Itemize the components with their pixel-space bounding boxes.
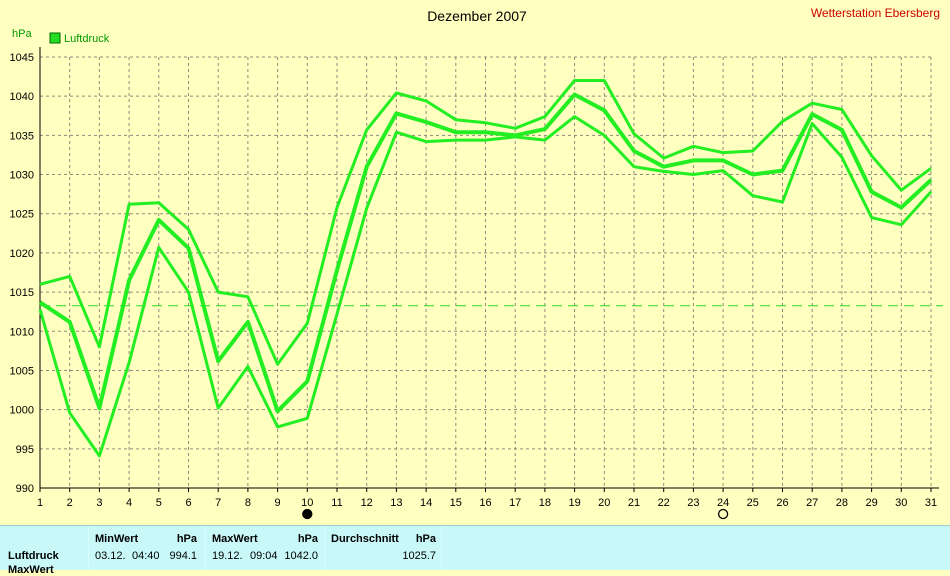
new-moon-icon [302,508,313,520]
x-tick-label: 2 [67,497,73,509]
y-tick-label: 1035 [10,130,34,142]
x-tick-label: 3 [96,497,102,509]
x-tick-label: 31 [925,497,937,509]
x-tick-label: 5 [156,497,162,509]
max-date: 19.12. [212,550,243,562]
legend-swatch [49,32,61,44]
x-tick-label: 30 [895,497,907,509]
x-tick-label: 4 [126,497,132,509]
x-tick-label: 6 [185,497,191,509]
max-column: MaxWert hPa 19.12. 09:04 1042.0 [205,526,324,570]
y-tick-label: 1045 [10,52,34,64]
statistics-table: Luftdruck MaxWert MinWert hPa 03.12. 04:… [0,525,950,576]
y-tick-label: 1010 [10,326,34,338]
chart-title: Dezember 2007 [427,8,527,24]
x-tick-label: 17 [509,497,521,509]
min-header: MinWert [95,533,139,545]
y-axis-unit-label: hPa [12,28,32,40]
x-tick-label: 19 [568,497,580,509]
x-tick-label: 29 [865,497,877,509]
y-tick-label: 1000 [10,405,34,417]
max-time: 09:04 [250,550,278,562]
average-column: Durchschnitt hPa 1025.7 [324,526,442,570]
y-tick-label: 1015 [10,287,34,299]
series-line-max [39,79,932,366]
stats-row-label: Luftdruck [8,550,59,562]
min-value: 994.1 [169,550,197,562]
min-date: 03.12. [95,550,126,562]
min-column: MinWert hPa 03.12. 04:40 994.1 [88,526,205,570]
x-tick-label: 15 [450,497,462,509]
max-unit: hPa [297,533,318,545]
x-tick-label: 14 [420,497,432,509]
series-line-mean [38,92,933,414]
pressure-chart: Dezember 2007 Wetterstation Ebersberg hP… [10,6,943,520]
x-tick-label: 26 [776,497,788,509]
x-tick-label: 28 [836,497,848,509]
x-tick-label: 21 [628,497,640,509]
legend: Luftdruck [49,32,110,45]
x-tick-label: 12 [361,497,373,509]
y-tick-label: 1040 [10,91,34,103]
x-tick-label: 18 [539,497,551,509]
x-tick-label: 23 [687,497,699,509]
x-tick-label: 10 [301,497,313,509]
x-tick-label: 8 [245,497,251,509]
station-name: Wetterstation Ebersberg [811,6,940,20]
y-tick-label: 1025 [10,209,34,221]
x-tick-label: 11 [331,497,342,509]
x-tick-label: 27 [806,497,818,509]
min-time: 04:40 [132,550,160,562]
max-value: 1042.0 [284,550,318,562]
x-tick-label: 20 [598,497,610,509]
x-tick-label: 1 [37,497,43,509]
y-tick-label: 1005 [10,365,34,377]
full-moon-icon [717,508,729,520]
x-tick-label: 7 [215,497,221,509]
legend-label: Luftdruck [64,33,110,45]
x-tick-label: 24 [717,497,729,509]
plot-area [40,57,931,488]
average-header: Durchschnitt [331,533,399,545]
average-value: 1025.7 [402,550,436,562]
y-tick-label: 1030 [10,170,34,182]
x-tick-label: 25 [747,497,759,509]
x-tick-label: 22 [658,497,670,509]
x-tick-label: 13 [390,497,402,509]
y-tick-label: 990 [16,483,34,495]
max-header: MaxWert [212,533,258,545]
average-unit: hPa [415,533,436,545]
series-line-min [38,115,933,458]
stats-row2-label: MaxWert [8,564,54,576]
min-unit: hPa [176,533,197,545]
y-tick-label: 995 [16,444,34,456]
x-tick-label: 9 [275,497,281,509]
x-tick-label: 16 [479,497,491,509]
y-tick-label: 1020 [10,248,34,260]
